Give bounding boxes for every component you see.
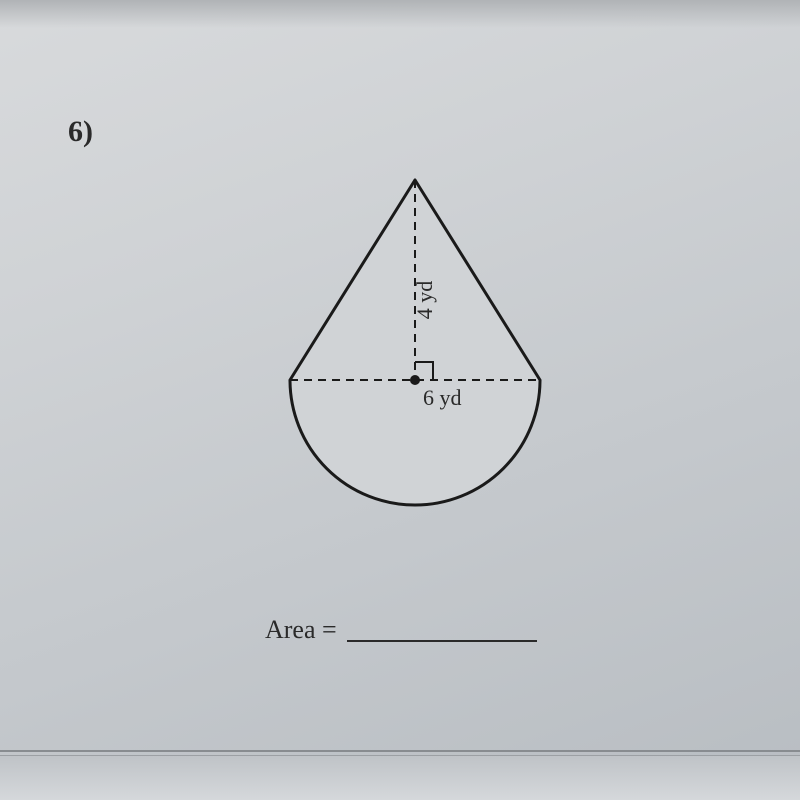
problem-number: 6) <box>68 115 93 149</box>
top-shadow <box>0 0 800 28</box>
width-label: 6 yd <box>423 385 462 410</box>
center-dot <box>410 375 420 385</box>
bottom-bar <box>0 755 800 800</box>
horizontal-rule <box>0 750 800 752</box>
geometry-figure: 4 yd 6 yd <box>265 170 565 550</box>
height-label: 4 yd <box>412 281 437 320</box>
area-prompt: Area = <box>265 615 537 645</box>
composite-shape-svg: 4 yd 6 yd <box>265 170 565 550</box>
worksheet-content: 6) 4 yd 6 y <box>0 30 800 750</box>
answer-blank[interactable] <box>347 640 537 642</box>
area-label: Area = <box>265 615 337 644</box>
